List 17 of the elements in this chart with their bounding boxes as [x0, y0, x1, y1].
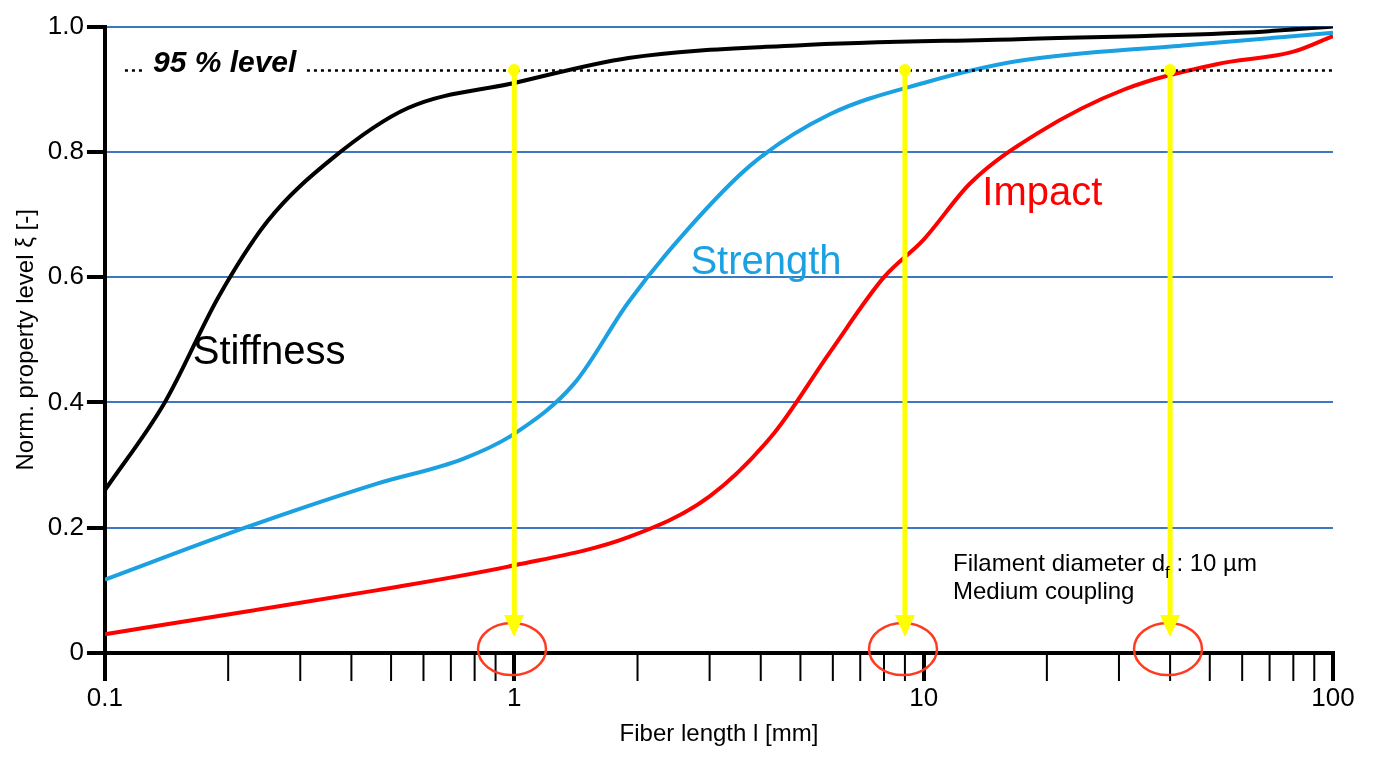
x-tick-label: 1 [507, 681, 522, 712]
x-axis-title: Fiber length l [mm] [619, 719, 819, 747]
y-tick-label: 0 [69, 636, 84, 667]
y-tick-label: 0.2 [47, 510, 84, 541]
series-label: Impact [982, 169, 1103, 214]
series-label: Strength [690, 238, 842, 283]
y-tick-label: 1.0 [47, 9, 84, 40]
ref-line-label: 95 % level [152, 45, 298, 79]
y-tick-label: 0.8 [47, 135, 84, 166]
y-tick-label: 0.4 [47, 385, 84, 416]
annotation: Medium coupling [953, 577, 1135, 604]
x-tick-label: 10 [909, 681, 939, 712]
y-tick-label: 0.6 [47, 260, 84, 291]
x-tick-label: 0.1 [86, 681, 124, 712]
series-label: Stiffness [192, 328, 346, 373]
y-axis-title: Norm. property level ξ [-] [11, 209, 39, 471]
x-tick-label: 100 [1311, 681, 1355, 712]
